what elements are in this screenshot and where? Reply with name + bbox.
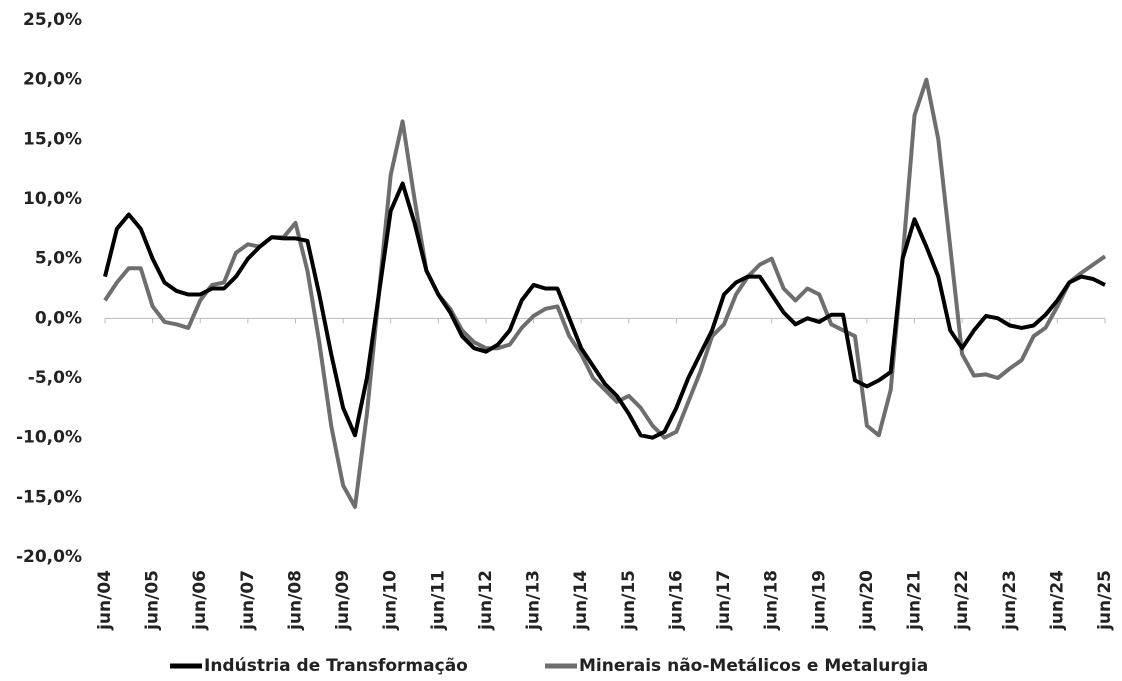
x-tick-label: jun/14 bbox=[571, 570, 591, 631]
x-tick-label: jun/22 bbox=[952, 570, 972, 631]
x-tick-label: jun/19 bbox=[809, 570, 829, 631]
legend-label: Indústria de Transformação bbox=[204, 656, 468, 676]
y-tick-label: 25,0% bbox=[23, 10, 82, 30]
y-tick-label: 5,0% bbox=[35, 249, 82, 269]
x-tick-label: jun/20 bbox=[857, 570, 877, 631]
y-tick-label: -5,0% bbox=[28, 368, 82, 388]
x-tick-label: jun/25 bbox=[1095, 570, 1115, 631]
x-tick-label: jun/06 bbox=[190, 570, 210, 631]
x-tick-label: jun/05 bbox=[143, 570, 163, 631]
x-tick-label: jun/07 bbox=[238, 570, 258, 631]
x-tick-label: jun/12 bbox=[476, 570, 496, 631]
x-tick-label: jun/08 bbox=[285, 570, 305, 631]
x-tick-label: jun/17 bbox=[714, 570, 734, 631]
y-tick-label: 10,0% bbox=[23, 189, 82, 209]
y-tick-label: -15,0% bbox=[16, 487, 82, 507]
x-tick-label: jun/15 bbox=[619, 570, 639, 631]
y-tick-label: -20,0% bbox=[16, 547, 82, 567]
x-tick-label: jun/10 bbox=[381, 570, 401, 631]
y-tick-label: 15,0% bbox=[23, 129, 82, 149]
series-line bbox=[103, 181, 1106, 440]
legend-label: Minerais não-Metálicos e Metalurgia bbox=[579, 656, 928, 676]
y-tick-label: 20,0% bbox=[23, 70, 82, 90]
x-tick-label: jun/24 bbox=[1047, 570, 1067, 631]
x-tick-label: jun/04 bbox=[95, 570, 115, 631]
x-tick-label: jun/21 bbox=[905, 570, 925, 631]
x-tick-label: jun/09 bbox=[333, 570, 353, 631]
x-tick-label: jun/23 bbox=[1000, 570, 1020, 631]
series-line bbox=[103, 77, 1107, 509]
x-tick-label: jun/13 bbox=[524, 570, 544, 631]
y-tick-label: -10,0% bbox=[16, 428, 82, 448]
x-tick-label: jun/18 bbox=[762, 570, 782, 631]
x-tick-label: jun/16 bbox=[666, 570, 686, 631]
x-tick-label: jun/11 bbox=[428, 570, 448, 631]
y-tick-label: 0,0% bbox=[35, 308, 82, 328]
